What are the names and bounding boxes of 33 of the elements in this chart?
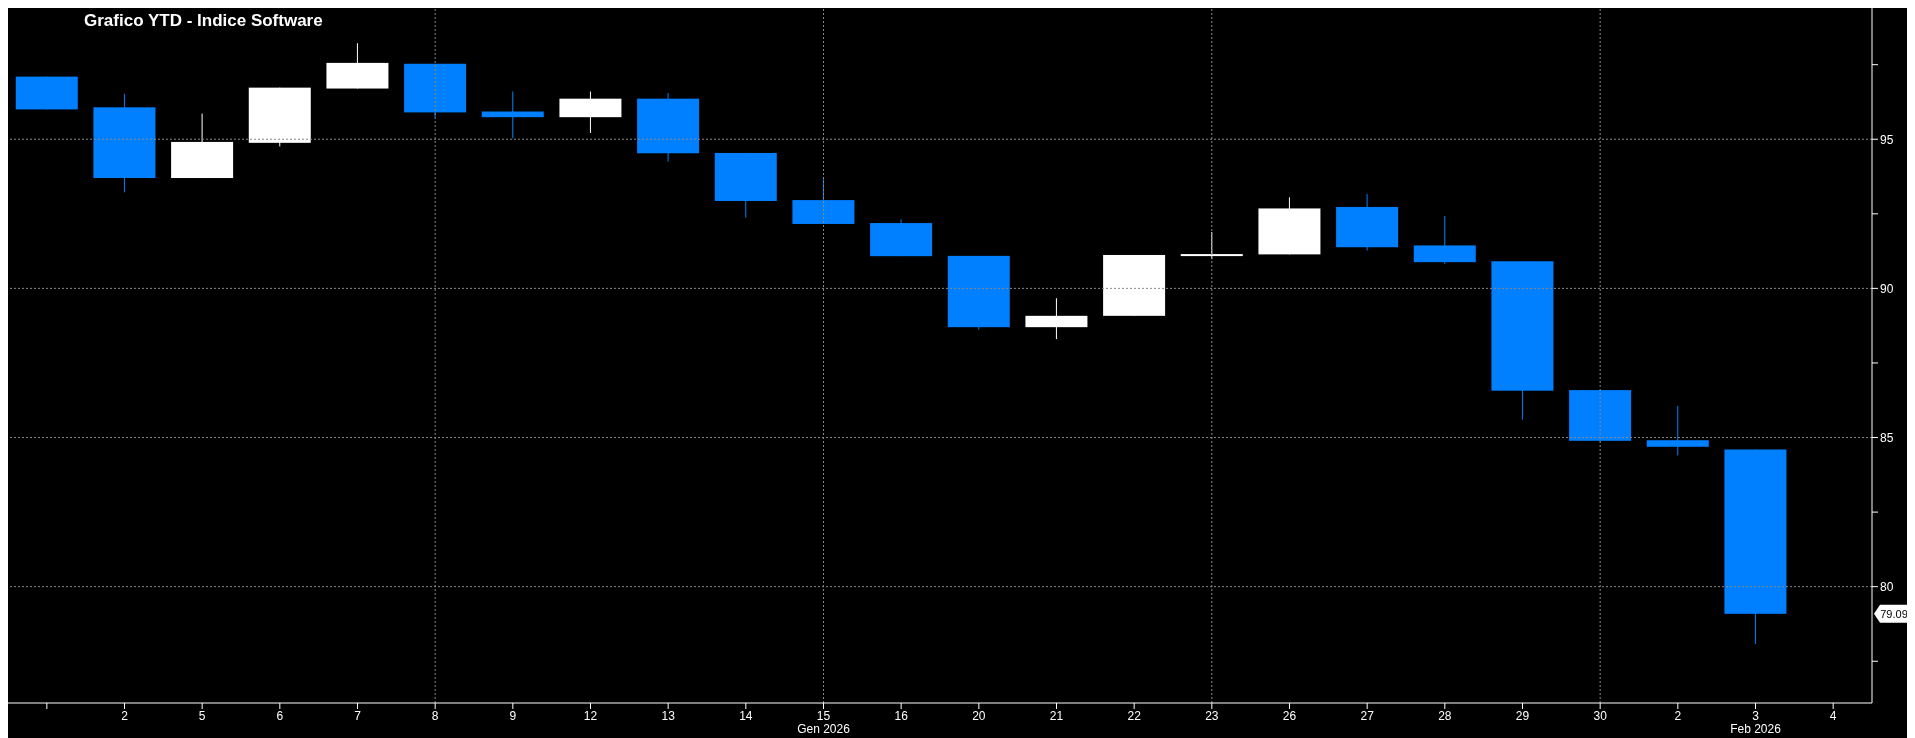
y-tick-label: 95 bbox=[1880, 132, 1894, 147]
x-tick-label: 30 bbox=[1593, 708, 1608, 723]
x-tick-label: 12 bbox=[583, 708, 598, 723]
x-tick-label: 13 bbox=[661, 708, 676, 723]
text: 79.09 bbox=[1880, 607, 1908, 620]
x-tick-label: 28 bbox=[1438, 708, 1452, 723]
candlestick bbox=[1180, 231, 1243, 260]
x-tick-label: 9 bbox=[509, 708, 517, 723]
x-tick-label: 8 bbox=[431, 708, 439, 723]
x-tick-label: 7 bbox=[354, 708, 362, 723]
x-tick-label: 21 bbox=[1049, 708, 1064, 723]
x-tick-label: 2 bbox=[121, 708, 129, 723]
x-tick-label: 3 bbox=[1752, 708, 1760, 723]
x-tick-label: 26 bbox=[1282, 708, 1297, 723]
candlestick bbox=[1646, 405, 1709, 456]
chart-title: Grafico YTD - Indice Software bbox=[84, 11, 323, 31]
x-tick-label: 6 bbox=[276, 708, 284, 723]
y-tick-label: 80 bbox=[1880, 579, 1894, 594]
x-tick-label: 2 bbox=[1674, 708, 1682, 723]
y-tick-label: 90 bbox=[1880, 281, 1894, 296]
x-tick-label: 14 bbox=[739, 708, 753, 723]
text: Gen 2026 bbox=[797, 722, 851, 736]
x-tick-label: 15 bbox=[816, 708, 831, 723]
x-tick-label: 22 bbox=[1127, 708, 1142, 723]
x-tick-label: 23 bbox=[1205, 708, 1219, 723]
x-tick-label: 27 bbox=[1360, 708, 1375, 723]
x-tick-label: 16 bbox=[894, 708, 909, 723]
x-tick-label: 29 bbox=[1515, 708, 1530, 723]
text: Feb 2026 bbox=[1730, 722, 1782, 736]
x-tick-label: 20 bbox=[972, 708, 986, 723]
x-tick-label: 5 bbox=[198, 708, 206, 723]
y-tick-label: 85 bbox=[1880, 430, 1894, 445]
x-tick-label: 4 bbox=[1829, 708, 1837, 723]
